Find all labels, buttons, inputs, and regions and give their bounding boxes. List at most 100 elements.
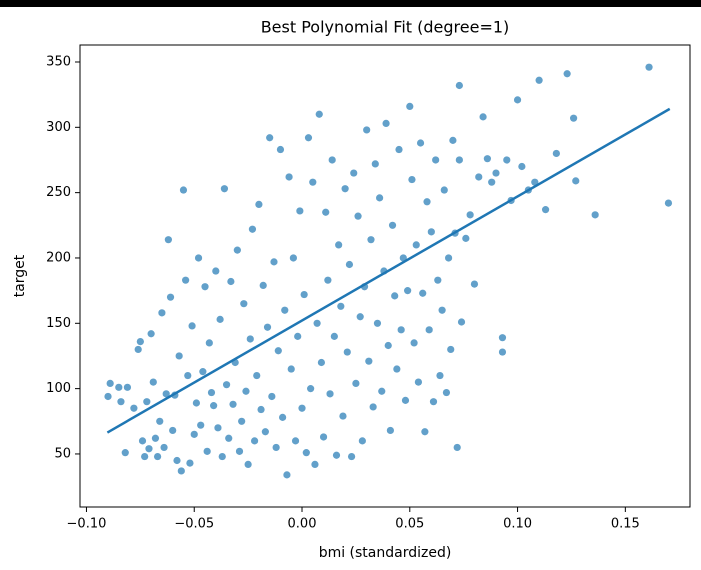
point: [324, 276, 332, 284]
point: [190, 430, 198, 438]
point: [203, 447, 211, 455]
point: [272, 443, 280, 452]
point: [397, 326, 405, 334]
point: [358, 437, 366, 445]
point: [365, 357, 373, 365]
point: [444, 254, 453, 262]
point: [188, 322, 196, 330]
point: [261, 428, 269, 436]
point: [384, 341, 392, 350]
point: [470, 280, 479, 288]
point: [307, 385, 315, 393]
point: [289, 254, 297, 262]
point: [317, 358, 326, 367]
point: [138, 437, 147, 445]
point: [255, 200, 263, 209]
point: [462, 234, 470, 242]
point: [388, 221, 397, 229]
x-axis-label: bmi (standardized): [319, 545, 452, 561]
point: [419, 289, 427, 297]
y-tick-label: 150: [46, 316, 71, 331]
point: [242, 387, 250, 395]
x-tick-label: 0.15: [611, 517, 640, 532]
point: [197, 421, 205, 429]
point: [326, 390, 334, 398]
point: [645, 63, 653, 71]
point: [263, 323, 272, 331]
point: [229, 400, 237, 408]
point: [199, 368, 207, 376]
y-tick-label: 100: [46, 381, 71, 396]
point: [235, 447, 244, 455]
point: [421, 428, 429, 436]
point: [136, 337, 144, 346]
point: [401, 396, 410, 404]
point: [664, 199, 673, 207]
y-axis-label: target: [12, 254, 28, 297]
point: [386, 426, 394, 435]
point: [291, 437, 300, 445]
point: [285, 173, 293, 181]
point: [283, 471, 291, 479]
point: [457, 318, 466, 326]
point: [210, 402, 218, 410]
point: [319, 433, 328, 441]
point: [257, 405, 265, 414]
point: [371, 160, 379, 168]
point: [238, 417, 246, 425]
point: [259, 281, 267, 290]
point: [518, 162, 526, 171]
point: [492, 169, 500, 177]
y-tick-label: 200: [46, 250, 71, 265]
point: [276, 145, 285, 154]
point: [337, 302, 345, 310]
point: [313, 319, 321, 327]
point: [244, 460, 252, 469]
background: [0, 7, 701, 570]
fit-line: [106, 107, 671, 434]
point: [134, 345, 142, 354]
point: [298, 404, 306, 412]
point: [341, 185, 349, 193]
x-tick-label: 0.05: [395, 517, 424, 532]
point: [194, 254, 203, 262]
x-tick-label: −0.10: [67, 517, 107, 532]
point: [475, 173, 483, 181]
point: [404, 287, 412, 295]
point: [207, 388, 216, 397]
point: [345, 260, 354, 269]
point: [455, 81, 463, 90]
point: [393, 365, 401, 373]
point: [123, 383, 132, 391]
point: [572, 177, 580, 185]
point: [268, 392, 276, 401]
point: [182, 276, 190, 284]
point: [440, 186, 448, 194]
point: [354, 212, 362, 220]
point: [205, 339, 213, 347]
point: [395, 145, 403, 154]
point: [302, 449, 310, 457]
point: [332, 451, 341, 459]
point: [192, 399, 200, 407]
point: [279, 413, 287, 421]
top-bar: [0, 0, 701, 7]
point: [184, 371, 192, 380]
point: [513, 96, 522, 104]
point: [541, 206, 550, 214]
point: [382, 119, 390, 127]
point: [147, 330, 155, 338]
point: [216, 315, 224, 323]
y-tick-label: 50: [54, 446, 71, 461]
point: [466, 211, 474, 219]
point: [121, 449, 129, 457]
point: [570, 114, 578, 122]
x-tick-label: 0.00: [288, 517, 317, 532]
point: [373, 319, 382, 327]
plot-frame: [79, 44, 691, 508]
point: [145, 445, 153, 453]
point: [250, 437, 259, 445]
point: [274, 347, 282, 355]
y-tick-label: 250: [46, 185, 71, 200]
